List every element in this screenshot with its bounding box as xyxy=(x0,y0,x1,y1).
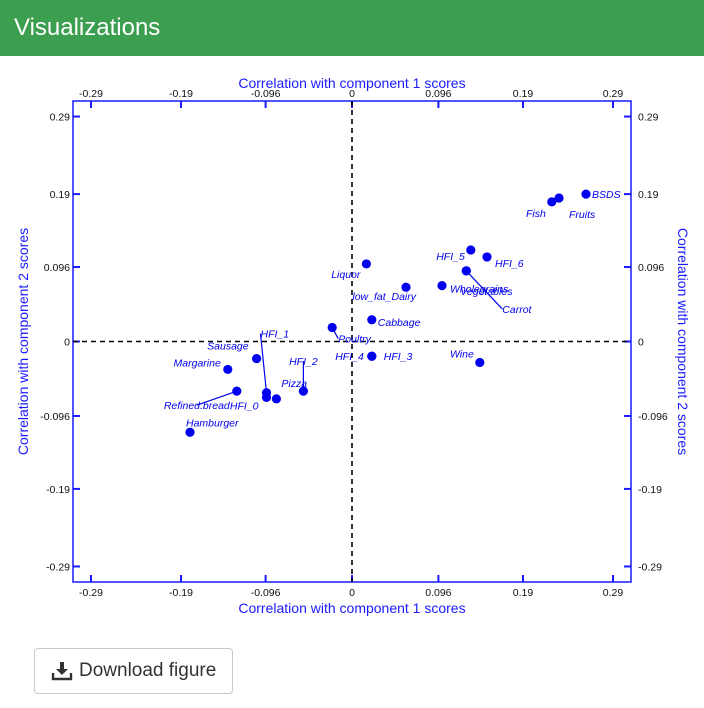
point-label-low-fat-dairy: low_fat_Dairy xyxy=(352,291,416,303)
data-point-wine xyxy=(475,357,485,368)
y-tick-label-left: 0.096 xyxy=(44,262,70,274)
x-tick-label-top: 0.096 xyxy=(425,88,451,100)
panel-header: Visualizations xyxy=(0,0,704,56)
data-point-low-fat-dairy xyxy=(401,282,411,292)
data-point-fruits xyxy=(554,193,564,203)
point-label-hfi-5: HFI_5 xyxy=(436,251,465,263)
data-point-margarine xyxy=(223,364,233,375)
point-label-fish: Fish xyxy=(526,208,546,220)
data-point-hfi-0 xyxy=(261,392,272,402)
x-tick-label-bottom: -0.19 xyxy=(169,587,193,599)
x-tick-label-top: 0.19 xyxy=(513,88,534,100)
x-tick-label-top: 0 xyxy=(349,88,355,100)
x-tick-label-top: 0.29 xyxy=(603,88,624,100)
data-point-pizza xyxy=(271,394,281,404)
x-axis-title-bottom: Correlation with component 1 scores xyxy=(238,600,465,616)
panel-title: Visualizations xyxy=(14,14,161,41)
point-label-liquor: Liquor xyxy=(331,269,361,281)
download-label: Download figure xyxy=(79,660,217,681)
point-label-refined-bread: Refined.bread xyxy=(164,400,231,412)
download-figure-button[interactable]: Download figure xyxy=(34,648,233,694)
y-tick-label-right: 0.19 xyxy=(638,189,659,201)
leader-line-hfi-1 xyxy=(259,333,268,393)
y-tick-label-left: 0.19 xyxy=(50,189,71,201)
data-point-liquor xyxy=(361,259,371,269)
x-tick-label-bottom: 0.096 xyxy=(425,587,451,599)
data-point-sausage xyxy=(252,353,262,364)
point-label-hfi-6: HFI_6 xyxy=(495,258,524,270)
data-point-refined-bread xyxy=(232,386,242,396)
point-label-hfi-2: HFI_2 xyxy=(289,356,318,368)
point-label-bsds: BSDS xyxy=(592,189,621,201)
y-tick-label-left: -0.29 xyxy=(46,561,70,573)
chart-container: -0.29 -0.29 -0.19 -0.19 -0.096 -0.096 0 0 0.096 0… xyxy=(0,56,704,626)
y-tick-label-left: -0.19 xyxy=(46,484,70,496)
x-tick-label-top: -0.096 xyxy=(251,88,281,100)
y-axis-title-left: Correlation with component 2 scores xyxy=(15,228,31,455)
x-axis-title-top: Correlation with component 1 scores xyxy=(238,75,465,91)
leader-line-carrot xyxy=(465,270,503,310)
data-point-poultry xyxy=(327,322,337,333)
y-tick-label-left: 0 xyxy=(64,337,70,349)
point-label-wine: Wine xyxy=(450,348,474,360)
point-label-margarine: Margarine xyxy=(174,357,221,369)
data-point-hamburger xyxy=(185,427,195,437)
point-label-cabbage: Cabbage xyxy=(378,317,421,329)
y-tick-label-right: 0.096 xyxy=(638,262,664,274)
point-label-carrot: Carrot xyxy=(502,304,532,316)
leader-line-refined-bread xyxy=(196,390,237,406)
point-label-hfi-1: HFI_1 xyxy=(261,329,290,341)
y-tick-label-right: -0.096 xyxy=(638,411,668,423)
x-tick-label-top: -0.29 xyxy=(79,88,103,100)
data-point-wholegrains xyxy=(437,281,447,291)
x-tick-label-bottom: -0.29 xyxy=(79,587,103,599)
data-point-bsds xyxy=(581,189,591,199)
point-label-hamburger: Hamburger xyxy=(186,417,239,429)
x-tick-label-bottom: 0.29 xyxy=(603,587,624,599)
point-label-wholegrains: Wholegrains xyxy=(450,284,509,296)
y-tick-label-right: 0.29 xyxy=(638,112,659,124)
point-label-fruits: Fruits xyxy=(569,209,596,221)
data-point-fish xyxy=(547,197,557,207)
y-tick-label-left: 0.29 xyxy=(50,112,71,124)
y-tick-label-right: 0 xyxy=(638,337,644,349)
x-tick-label-bottom: 0.19 xyxy=(513,587,534,599)
y-tick-label-left: -0.096 xyxy=(40,411,70,423)
data-point-hfi-6 xyxy=(482,252,492,262)
scatter-chart: -0.29 -0.29 -0.19 -0.19 -0.096 -0.096 0 0 0.096 0… xyxy=(15,75,691,616)
y-axis-title-right: Correlation with component 2 scores xyxy=(675,228,691,455)
point-label-hfi-4: HFI_4 xyxy=(335,351,364,363)
point-label-poultry: Poultry xyxy=(338,334,371,346)
data-point-hfi-5 xyxy=(466,245,476,255)
data-point-cabbage xyxy=(367,315,377,325)
y-tick-label-right: -0.19 xyxy=(638,484,662,496)
point-label-sausage: Sausage xyxy=(207,341,249,353)
y-tick-label-right: -0.29 xyxy=(638,561,662,573)
point-label-hfi-3: HFI_3 xyxy=(384,351,413,363)
x-tick-label-top: -0.19 xyxy=(169,88,193,100)
x-tick-label-bottom: -0.096 xyxy=(251,587,281,599)
data-point-hfi-3 xyxy=(367,351,377,361)
data-point-carrot xyxy=(461,266,471,276)
point-label-hfi-0: HFI_0 xyxy=(230,400,259,412)
point-label-pizza: Pizza xyxy=(281,378,307,390)
x-tick-label-bottom: 0 xyxy=(349,587,355,599)
data-point-hfi-2 xyxy=(298,386,308,396)
download-icon xyxy=(51,661,73,681)
